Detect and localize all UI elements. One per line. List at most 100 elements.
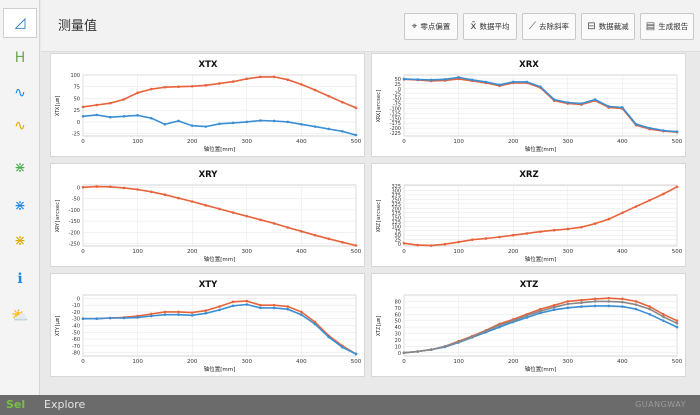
data-point: [580, 301, 583, 305]
data-point: [552, 98, 556, 101]
data-point: [675, 325, 679, 329]
data-point: [231, 121, 235, 125]
data-point: [580, 305, 583, 308]
x-axis-label: 轴位置[mm]: [525, 255, 557, 263]
y-tick-label: 0: [398, 242, 401, 248]
data-point: [190, 84, 194, 88]
data-point: [259, 306, 262, 310]
data-point: [580, 298, 583, 302]
weather-icon[interactable]: ⛅: [11, 308, 29, 324]
y-axis-label: XTY[μm]: [55, 315, 61, 336]
data-point: [313, 322, 317, 326]
chart-title: XTY: [199, 280, 218, 290]
data-point: [443, 78, 447, 81]
data-point: [354, 133, 358, 137]
data-point: [498, 323, 501, 327]
flatness-icon[interactable]: ∿: [14, 118, 26, 134]
x-tick-label: 100: [132, 249, 143, 255]
y-tick-label: 50: [74, 96, 80, 102]
axis-green-icon[interactable]: ⋇: [14, 160, 26, 176]
data-point: [484, 237, 488, 240]
average-button[interactable]: x̄ 数据平均: [463, 13, 517, 40]
data-point: [607, 296, 611, 300]
pencil-ruler-icon[interactable]: ◿: [3, 8, 37, 38]
data-point: [552, 303, 556, 307]
data-point: [109, 101, 112, 105]
data-point: [430, 348, 433, 351]
data-point: [416, 350, 419, 353]
data-point: [149, 116, 153, 120]
y-tick-label: 60: [395, 312, 401, 318]
data-point: [634, 300, 638, 303]
data-point: [662, 312, 665, 316]
y-tick-label: 30: [395, 332, 401, 338]
y-tick-label: 50: [395, 233, 401, 239]
data-point: [204, 125, 208, 128]
data-point: [300, 230, 303, 233]
info-icon[interactable]: ℹ: [17, 271, 23, 287]
y-tick-label: 100: [391, 224, 401, 230]
data-point: [402, 77, 406, 81]
data-point: [300, 313, 303, 316]
header-bar: 测量值 ⌖ 零点偏置 x̄ 数据平均 ⟋ 去除斜率 ⊟ 数据裁减 ▤ 生成报告: [41, 0, 700, 52]
data-point: [416, 78, 419, 81]
data-point: [457, 76, 460, 79]
data-point: [341, 100, 344, 104]
data-trim-button[interactable]: ⊟ 数据裁减: [581, 13, 635, 40]
data-point: [204, 204, 208, 207]
data-point: [525, 314, 529, 317]
data-point: [122, 98, 126, 101]
y-tick-label: 100: [70, 73, 80, 79]
data-point: [163, 310, 167, 314]
data-point: [286, 307, 290, 311]
data-point: [443, 345, 447, 348]
series-line: [82, 185, 357, 247]
x-tick-label: 0: [81, 249, 85, 255]
zero-offset-label: 零点偏置: [420, 22, 451, 31]
data-point: [341, 130, 344, 133]
y-tick-label: 50: [395, 77, 401, 83]
x-axis-label: 轴位置[mm]: [525, 365, 557, 373]
data-point: [402, 242, 406, 245]
x-tick-label: 200: [508, 139, 519, 145]
chart-title: XRX: [519, 60, 539, 70]
data-point: [81, 105, 85, 109]
x-tick-label: 0: [402, 139, 406, 145]
data-point: [286, 305, 290, 308]
data-point: [245, 120, 249, 124]
data-point: [136, 91, 139, 95]
plot-frame: [82, 184, 357, 247]
axis-orange-icon[interactable]: ⋇: [14, 233, 26, 249]
data-point: [177, 310, 180, 314]
report-icon: ▤: [645, 21, 656, 32]
x-tick-label: 500: [351, 249, 362, 255]
x-tick-label: 400: [296, 249, 307, 255]
chart-panel-xrx: XRX 50 25 0 -25 -50 -75 -100 -125 -150 -175 -200 -22…: [371, 53, 686, 157]
data-point: [272, 222, 276, 225]
report-button[interactable]: ▤ 生成报告: [640, 13, 694, 40]
y-tick-label: -10: [72, 303, 80, 309]
x-tick-label: 100: [132, 359, 143, 365]
data-point: [539, 307, 542, 311]
remove-slope-button[interactable]: ⟋ 去除斜率: [522, 13, 576, 40]
data-point: [122, 114, 126, 118]
y-tick-label: -100: [390, 106, 401, 112]
data-point: [259, 303, 262, 307]
data-point: [621, 211, 624, 215]
data-point: [484, 329, 488, 333]
y-axis-label: XTX[μm]: [55, 95, 61, 116]
zero-offset-button[interactable]: ⌖ 零点偏置: [404, 13, 458, 40]
data-point: [525, 232, 529, 235]
data-point: [218, 207, 221, 211]
data-point: [81, 317, 85, 321]
axis-blue-icon[interactable]: ⋇: [14, 198, 26, 214]
linear-axis-icon[interactable]: H: [14, 50, 26, 66]
y-axis-label: XTZ[μm]: [376, 315, 382, 336]
straightness-icon[interactable]: ∿: [14, 85, 26, 101]
data-point: [122, 316, 126, 320]
x-tick-label: 100: [453, 359, 464, 365]
data-point: [245, 214, 249, 218]
